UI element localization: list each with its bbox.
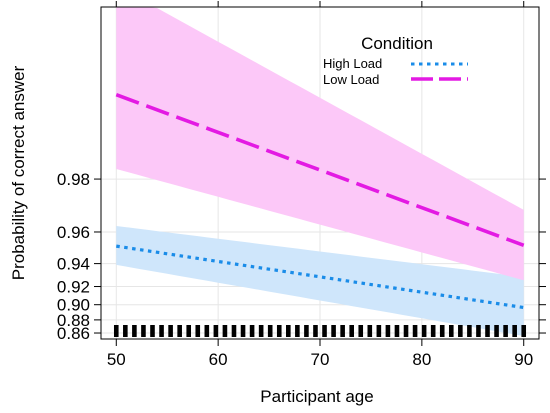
x-axis-title: Participant age [260, 387, 373, 406]
rug-tick [467, 325, 472, 337]
x-tick-label: 50 [107, 350, 126, 369]
rug-tick [448, 325, 454, 337]
rug-tick [367, 325, 373, 337]
rug-tick [385, 325, 391, 337]
y-tick-label: 0.96 [57, 223, 90, 242]
rug-tick [476, 325, 481, 337]
x-tick-label: 80 [412, 350, 431, 369]
series-line-low-load [115, 93, 525, 247]
rug-tick [331, 325, 336, 337]
x-tick-label: 70 [311, 350, 330, 369]
y-tick-label: 0.90 [57, 296, 90, 315]
rug-tick [177, 325, 182, 337]
y-tick-label: 0.98 [57, 170, 90, 189]
rug-tick [276, 325, 282, 337]
x-axis-ticks: 50 60 70 80 90 [107, 1, 533, 369]
x-tick-label: 90 [514, 350, 533, 369]
series-lines [115, 93, 525, 310]
rug-tick [222, 325, 228, 337]
rug-tick [113, 325, 119, 337]
rug-tick [240, 325, 246, 337]
rug-tick [213, 325, 219, 337]
rug-tick [521, 325, 527, 337]
rug-tick [304, 325, 309, 337]
rug-tick [286, 325, 291, 337]
rug-tick [358, 325, 364, 337]
rug-tick [349, 325, 354, 337]
rug-tick [503, 325, 508, 337]
legend-label-low-load: Low Load [323, 72, 379, 87]
rug-tick [403, 325, 409, 337]
rug-tick [258, 325, 264, 337]
rug-tick [249, 325, 255, 337]
rug-tick [412, 325, 418, 337]
y-tick-label: 0.88 [57, 311, 90, 330]
rug-tick [231, 325, 237, 337]
rug-tick [150, 325, 155, 337]
rug-tick [186, 325, 192, 337]
rug-tick [159, 325, 164, 337]
rug-tick [168, 325, 173, 337]
rug-tick [485, 325, 490, 337]
legend-title: Condition [361, 34, 433, 53]
rug-tick [458, 325, 463, 337]
x-tick-label: 60 [209, 350, 228, 369]
rug-tick [376, 325, 382, 337]
y-axis-title: Probability of correct answer [9, 65, 28, 280]
rug-tick [204, 325, 210, 337]
y-tick-label: 0.86 [57, 324, 90, 343]
y-tick-label: 0.92 [57, 278, 90, 297]
rug-tick [123, 325, 128, 337]
rug-tick [322, 325, 327, 337]
rug-tick [512, 325, 517, 337]
rug-marks [113, 325, 527, 337]
y-axis-ticks: 0.860.880.900.92 0.94 0.96 0.98 [57, 170, 546, 343]
rug-tick [295, 325, 300, 337]
rug-tick [340, 325, 345, 337]
confidence-band-high-load [116, 225, 524, 337]
rug-tick [313, 325, 318, 337]
legend-label-high-load: High Load [323, 56, 382, 71]
confidence-band-low-load [116, 7, 524, 281]
rug-tick [430, 325, 436, 337]
y-tick-label: 0.94 [57, 255, 90, 274]
rug-tick [421, 325, 427, 337]
rug-tick [195, 325, 201, 337]
legend: Condition High Load Low Load [323, 34, 468, 87]
rug-tick [439, 325, 445, 337]
rug-tick [394, 325, 400, 337]
confidence-bands [116, 7, 524, 337]
rug-tick [267, 325, 273, 337]
rug-tick [494, 325, 499, 337]
rug-tick [141, 325, 146, 337]
rug-tick [132, 325, 137, 337]
